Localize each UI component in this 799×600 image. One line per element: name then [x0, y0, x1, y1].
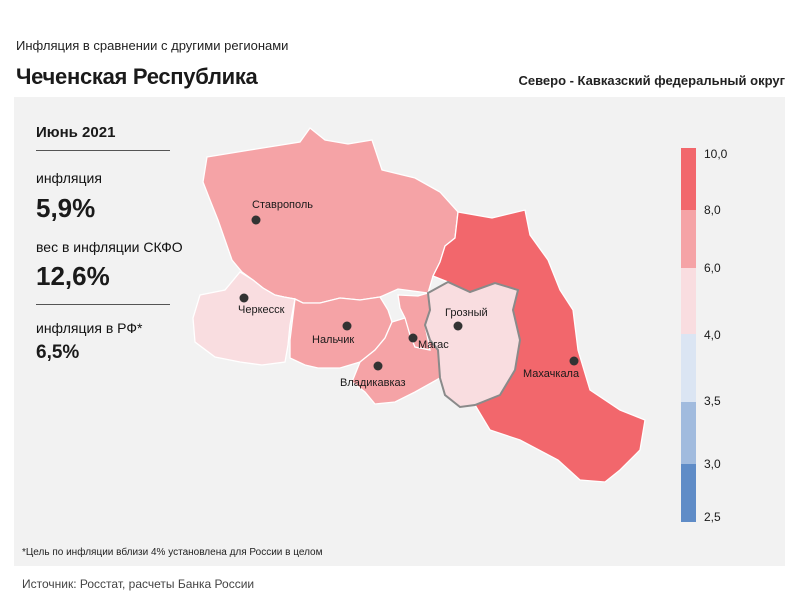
region-stavropol[interactable] [202, 127, 459, 304]
region-ingushetia[interactable] [397, 292, 431, 351]
scale-segment-4 [681, 334, 696, 402]
scale-label-7: 2,5 [704, 510, 721, 524]
region-chechnya[interactable] [423, 280, 522, 409]
city-label-cherkessk: Черкесск [238, 304, 285, 316]
city-magas: Магас [408, 333, 449, 351]
inflation-value: 5,9% [36, 193, 96, 223]
city-label-makhachkala: Махачкала [523, 368, 580, 380]
city-label-stavropol: Ставрополь [252, 199, 313, 211]
scale-label-3: 6,0 [704, 261, 721, 275]
region-kchr[interactable] [192, 271, 296, 366]
city-label-magas: Магас [418, 339, 449, 351]
city-marker-icon [569, 356, 579, 366]
city-marker-icon [251, 215, 261, 225]
footnote: *Цель по инфляции вблизи 4% установлена … [22, 547, 323, 558]
month-label: Июнь 2021 [36, 124, 116, 141]
scale-label-1: 10,0 [704, 147, 728, 161]
rf-inflation-value: 6,5% [36, 342, 80, 363]
scale-label-2: 8,0 [704, 203, 721, 217]
scale-segment-6 [681, 464, 696, 522]
weight-value: 12,6% [36, 261, 110, 291]
district-title: Северо - Кавказский федеральный округ [518, 73, 785, 88]
scale-label-4: 4,0 [704, 328, 721, 342]
city-stavropol: Ставрополь [251, 199, 313, 225]
page-subtitle: Инфляция в сравнении с другими регионами [16, 38, 289, 53]
city-marker-icon [342, 321, 352, 331]
source-note: Источник: Росстат, расчеты Банка России [22, 577, 255, 591]
page-title: Чеченская Республика [16, 64, 258, 89]
city-cherkessk: Черкесск [238, 293, 285, 316]
city-label-grozny: Грозный [445, 307, 488, 319]
scale-segment-5 [681, 402, 696, 464]
city-grozny: Грозный [445, 307, 488, 331]
scale-label-6: 3,0 [704, 457, 721, 471]
city-label-nalchik: Нальчик [312, 334, 354, 346]
scale-segment-3 [681, 268, 696, 334]
divider-top [36, 150, 170, 151]
city-makhachkala: Махачкала [523, 356, 580, 380]
divider-bottom [36, 304, 170, 305]
city-nalchik: Нальчик [312, 321, 354, 346]
city-marker-icon [373, 361, 383, 371]
weight-label: вес в инфляции СКФО [36, 239, 183, 255]
scale-label-5: 3,5 [704, 394, 721, 408]
color-scale: 10,0 8,0 6,0 4,0 3,5 3,0 2,5 [681, 147, 728, 524]
city-marker-icon [239, 293, 249, 303]
rf-inflation-label: инфляция в РФ* [36, 320, 143, 336]
inflation-label: инфляция [36, 170, 102, 186]
scale-segment-1 [681, 148, 696, 210]
city-marker-icon [408, 333, 418, 343]
city-label-vladikavkaz: Владикавказ [340, 377, 406, 389]
scale-segment-2 [681, 210, 696, 268]
city-vladikavkaz: Владикавказ [340, 361, 406, 389]
city-marker-icon [453, 321, 463, 331]
